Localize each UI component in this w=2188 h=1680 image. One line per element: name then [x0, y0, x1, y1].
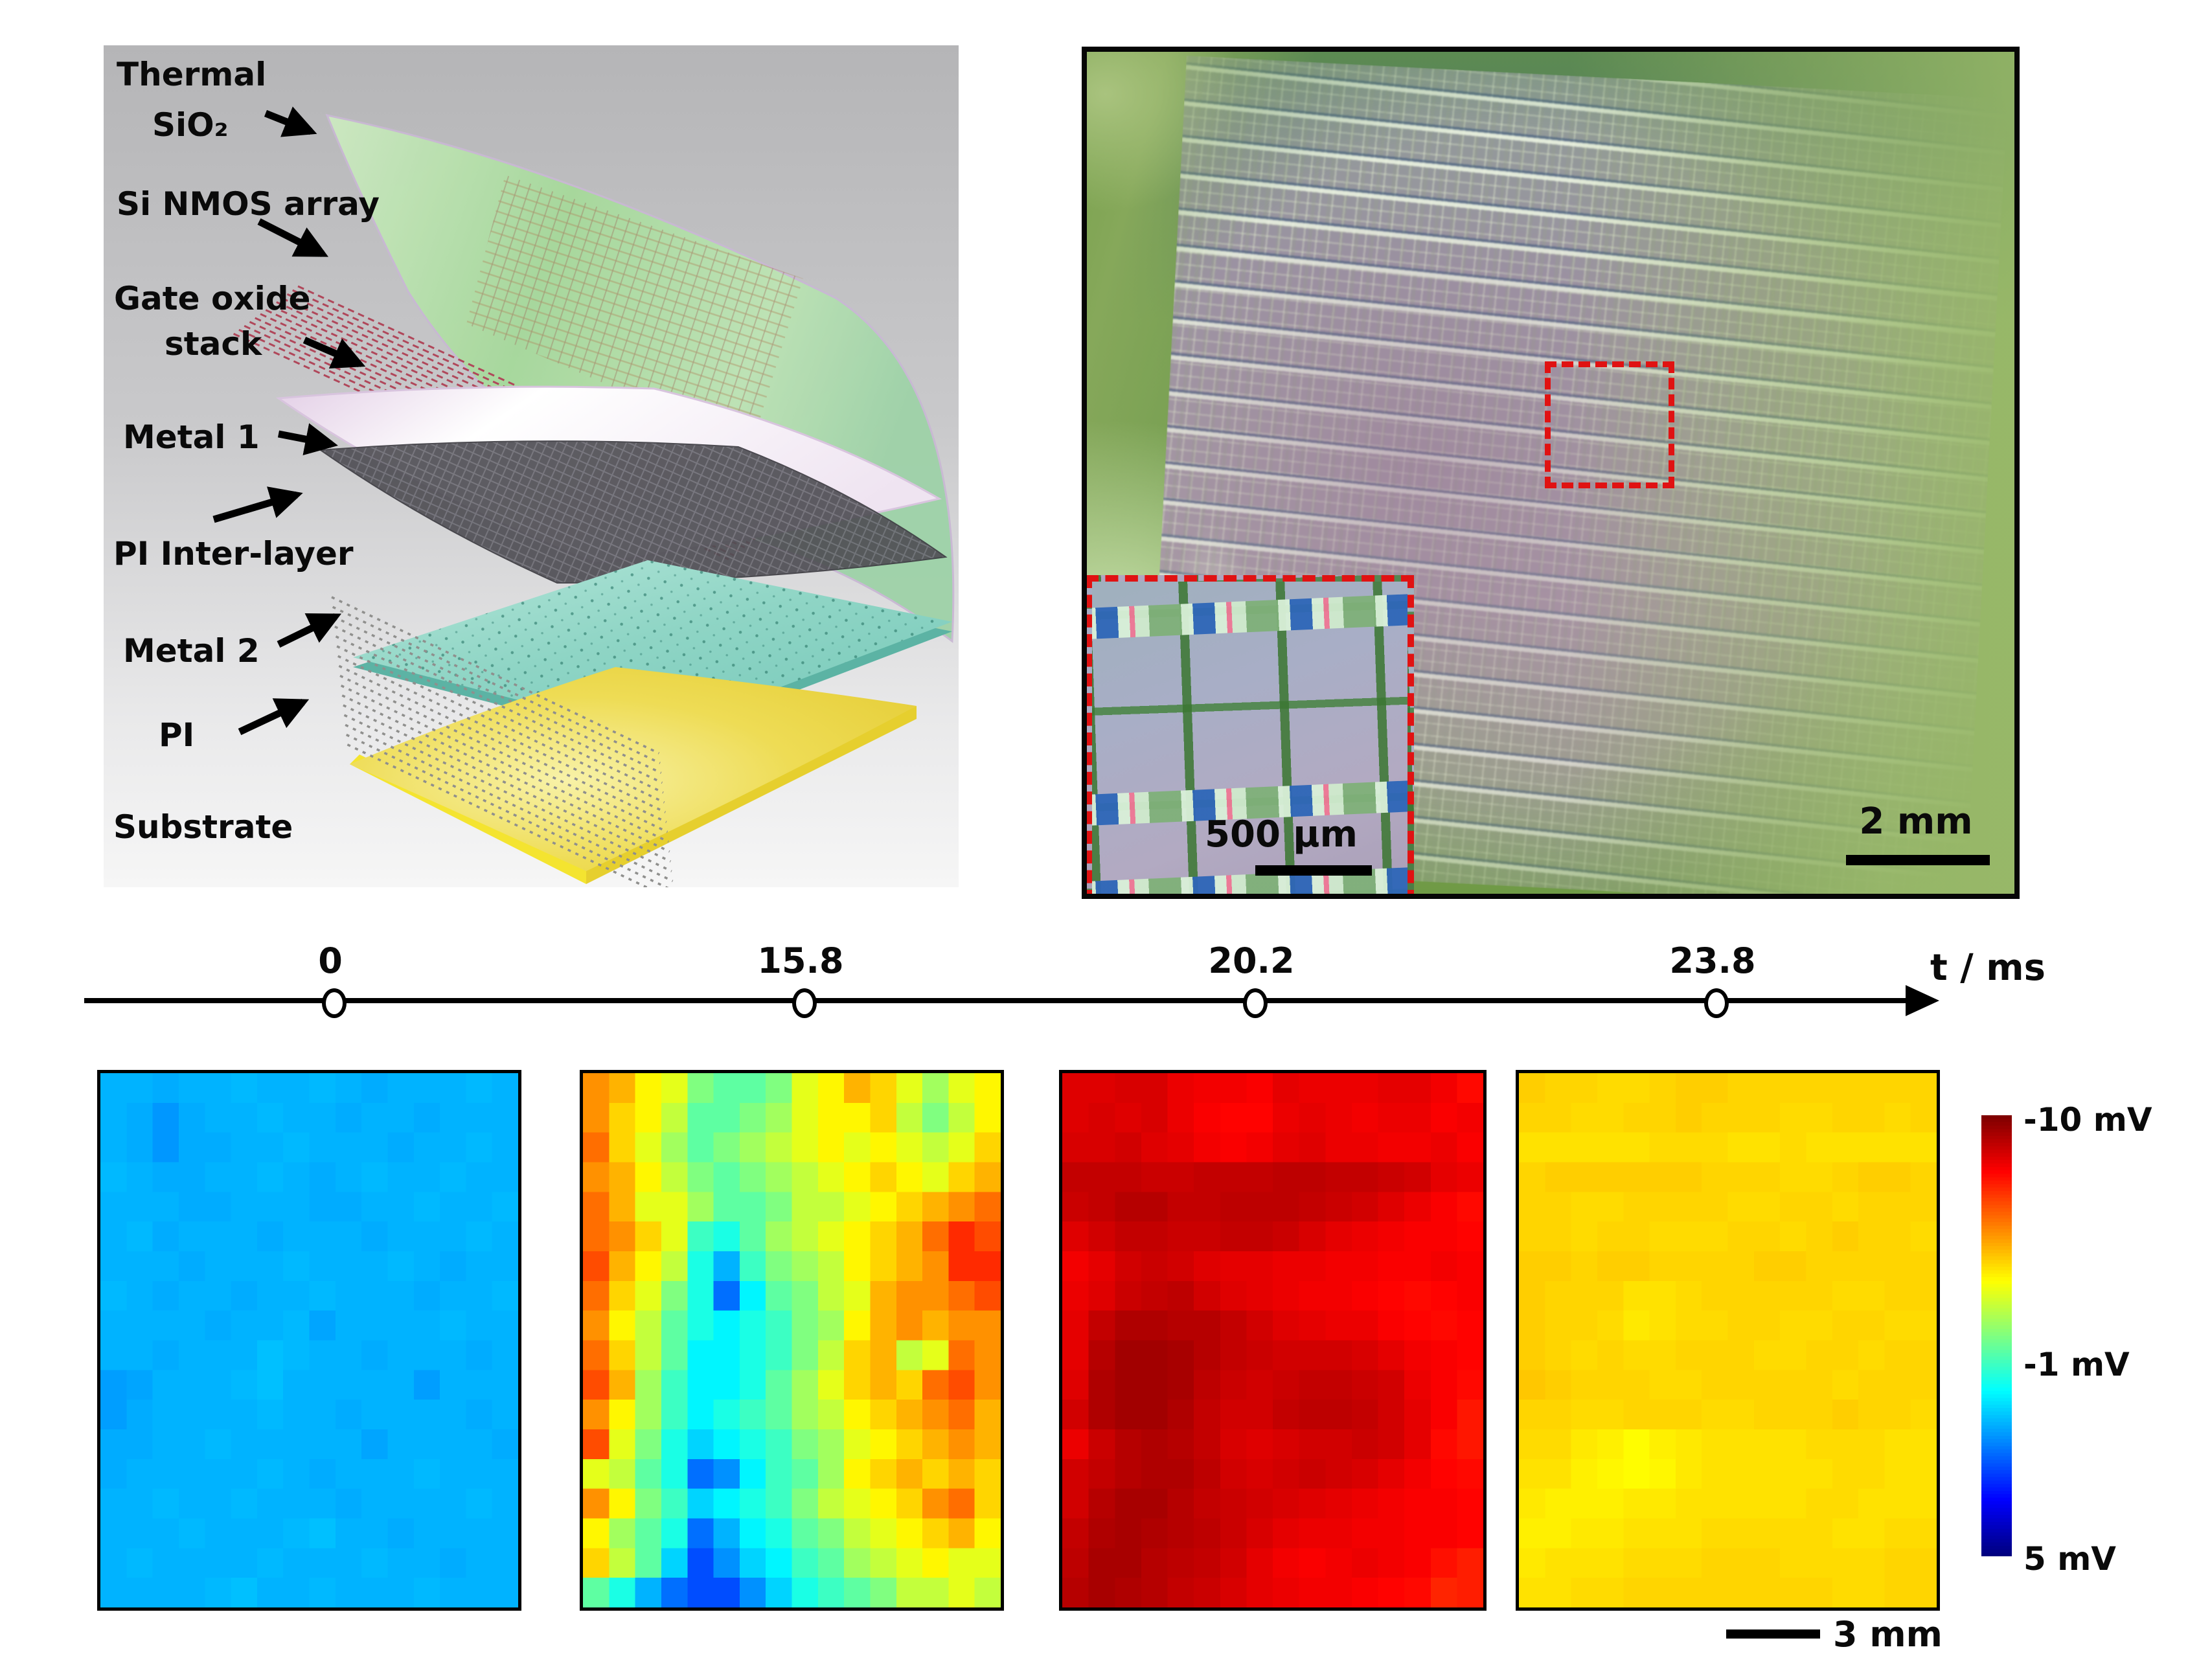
inset-scalebar [1255, 865, 1372, 876]
flexible-array-photo: 500 μm 2 mm [1082, 47, 2020, 899]
timeline-tick-label: 15.8 [757, 940, 844, 981]
timeline-marker-23-8 [1704, 988, 1729, 1018]
bottom-scalebar-label: 3 mm [1833, 1614, 1943, 1655]
label-gate-oxide-line1: Gate oxide [114, 280, 310, 317]
label-pi-substrate-line1: PI [159, 716, 194, 754]
photo-right-blur [1569, 52, 2014, 894]
timeline-tick-label: 0 [318, 940, 343, 981]
label-gate-oxide-line2: stack [165, 325, 263, 363]
heatmap-frame-t0 [97, 1070, 521, 1611]
colorbar [1981, 1115, 2012, 1556]
photo-inset-magnified: 500 μm [1087, 575, 1414, 894]
label-pi-substrate-line2: Substrate [113, 808, 293, 846]
timeline-marker-0 [322, 988, 347, 1018]
label-si-nmos-array: Si NMOS array [117, 185, 380, 223]
timeline-marker-20-2 [1243, 988, 1268, 1018]
bottom-scalebar [1726, 1629, 1820, 1639]
timeline-arrowhead-icon [1906, 985, 1939, 1016]
label-metal-2: Metal 2 [123, 632, 260, 670]
photo-scalebar-label: 2 mm [1859, 800, 1973, 843]
label-thermal-sio2-line1: Thermal [117, 56, 266, 93]
colorbar-label-mid: -1 mV [2023, 1346, 2130, 1383]
timeline-marker-15-8 [792, 988, 817, 1018]
heatmap-frame-t20-2 [1059, 1070, 1487, 1611]
heatmap-frame-t15-8 [580, 1070, 1004, 1611]
colorbar-label-top: -10 mV [2023, 1101, 2152, 1139]
label-arrows [212, 106, 366, 735]
roi-dashed-box [1545, 361, 1674, 488]
label-metal-1: Metal 1 [123, 418, 260, 456]
timeline-axis [84, 998, 1917, 1003]
timeline-tick-label: 20.2 [1208, 940, 1295, 981]
photo-scalebar [1846, 855, 1990, 865]
colorbar-label-bottom: 5 mV [2023, 1540, 2116, 1578]
inset-device-row [1092, 593, 1407, 640]
heatmap-frame-t23-8 [1516, 1070, 1940, 1611]
layer-metal-2 [331, 596, 676, 887]
layer-stack-diagram: Thermal SiO₂ Si NMOS array Gate oxide st… [104, 45, 959, 887]
label-pi-interlayer: PI Inter-layer [113, 535, 354, 573]
inset-scalebar-label: 500 μm [1205, 813, 1358, 856]
layer-metal-1 [319, 440, 948, 584]
label-thermal-sio2-line2: SiO₂ [152, 106, 229, 144]
timeline-axis-label: t / ms [1930, 947, 2046, 989]
timeline-tick-label: 23.8 [1669, 940, 1756, 981]
layer-pi-interlayer [353, 560, 952, 745]
